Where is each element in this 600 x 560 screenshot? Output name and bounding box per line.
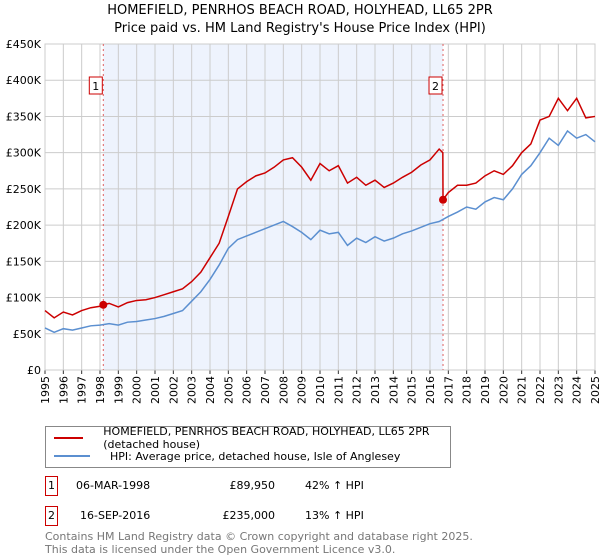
- x-tick-label: 2018: [461, 376, 474, 404]
- x-tick-label: 2008: [277, 376, 290, 404]
- x-tick-label: 2011: [332, 376, 345, 404]
- y-tick-label: £200K: [6, 219, 42, 232]
- x-tick-label: 1997: [76, 376, 89, 404]
- footer-line: Contains HM Land Registry data © Crown c…: [45, 530, 473, 543]
- chart-subtitle: Price paid vs. HM Land Registry's House …: [114, 21, 486, 36]
- x-tick-label: 2002: [167, 376, 180, 404]
- x-tick-label: 1999: [112, 376, 125, 404]
- legend-label: HOMEFIELD, PENRHOS BEACH ROAD, HOLYHEAD,…: [103, 425, 430, 451]
- sale-hpi: 42% ↑ HPI: [305, 479, 364, 492]
- x-tick-label: 1998: [94, 376, 107, 404]
- x-tick-label: 2012: [351, 376, 364, 404]
- x-tick-label: 2000: [131, 376, 144, 404]
- x-tick-label: 2001: [149, 376, 162, 404]
- sale-marker: 2: [45, 506, 58, 526]
- legend-item-hpi: HPI: Average price, detached house, Isle…: [54, 448, 400, 464]
- plot-frame: [44, 43, 596, 371]
- x-tick-label: 2023: [552, 376, 565, 404]
- line-chart: 1995 1996 1997 1998 1999 2000 2001 2002 2003 2004…: [6, 38, 600, 404]
- y-tick-label: £50K: [13, 328, 42, 341]
- x-tick-label: 2004: [204, 376, 217, 404]
- sale-price: £89,950: [229, 479, 276, 492]
- y-tick-label: £450K: [6, 38, 42, 51]
- x-tick-label: 2025: [589, 376, 600, 404]
- sale-point: [99, 300, 108, 309]
- sale-marker: 1: [45, 476, 58, 496]
- x-tick-label: 2003: [186, 376, 199, 404]
- annotation-label: 1: [92, 80, 99, 93]
- x-tick-label: 2024: [571, 376, 584, 404]
- y-tick-label: £300K: [6, 147, 42, 160]
- y-tick-label: £100K: [6, 292, 42, 305]
- x-tick-label: 2007: [259, 376, 272, 404]
- annotation-box: [88, 76, 103, 95]
- x-tick-label: 2005: [222, 376, 235, 404]
- y-tick-label: £250K: [6, 183, 42, 196]
- legend-label: HPI: Average price, detached house, Isle…: [110, 449, 401, 463]
- sale-date: 16-SEP-2016: [80, 509, 151, 522]
- y-tick-label: £400K: [6, 74, 42, 87]
- chart-title: HOMEFIELD, PENRHOS BEACH ROAD, HOLYHEAD,…: [107, 3, 493, 18]
- x-tick-label: 2009: [296, 376, 309, 404]
- x-tick-label: 2021: [516, 376, 529, 404]
- sale-hpi: 13% ↑ HPI: [305, 509, 364, 522]
- legend-item-property: HOMEFIELD, PENRHOS BEACH ROAD, HOLYHEAD,…: [54, 425, 450, 451]
- x-tick-label: 2022: [534, 376, 547, 404]
- hpi-series-line: [44, 129, 596, 334]
- x-tick-label: 1995: [39, 376, 52, 404]
- x-tick-label: 2010: [314, 376, 327, 404]
- annotation-label: 2: [432, 80, 439, 93]
- legend: HOMEFIELD, PENRHOS BEACH ROAD, HOLYHEAD,…: [45, 425, 451, 468]
- y-tick-label: £150K: [6, 255, 42, 268]
- y-tick-label: £350K: [6, 110, 42, 123]
- x-tick-label: 2013: [369, 376, 382, 404]
- legend-swatch-blue: [54, 455, 90, 457]
- annotation-box: [428, 76, 443, 95]
- x-tick-label: 1996: [57, 376, 70, 404]
- x-tick-label: 2016: [424, 376, 437, 404]
- x-tick-label: 2017: [442, 376, 455, 404]
- x-tick-label: 2006: [241, 376, 254, 404]
- sale-date: 06-MAR-1998: [76, 479, 151, 492]
- shaded-ownership-period: [103, 44, 444, 370]
- footer-line: This data is licensed under the Open Gov…: [45, 543, 396, 556]
- legend-swatch-red: [54, 437, 84, 439]
- property-series-line: [44, 96, 596, 319]
- x-tick-label: 2020: [497, 376, 510, 404]
- y-tick-label: £0: [27, 364, 41, 377]
- footer: Contains HM Land Registry data © Crown c…: [45, 530, 473, 556]
- sale-price: £235,000: [222, 509, 276, 522]
- sale-point: [439, 195, 448, 204]
- x-tick-label: 2019: [479, 376, 492, 404]
- x-tick-label: 2014: [387, 376, 400, 404]
- x-tick-label: 2015: [406, 376, 419, 404]
